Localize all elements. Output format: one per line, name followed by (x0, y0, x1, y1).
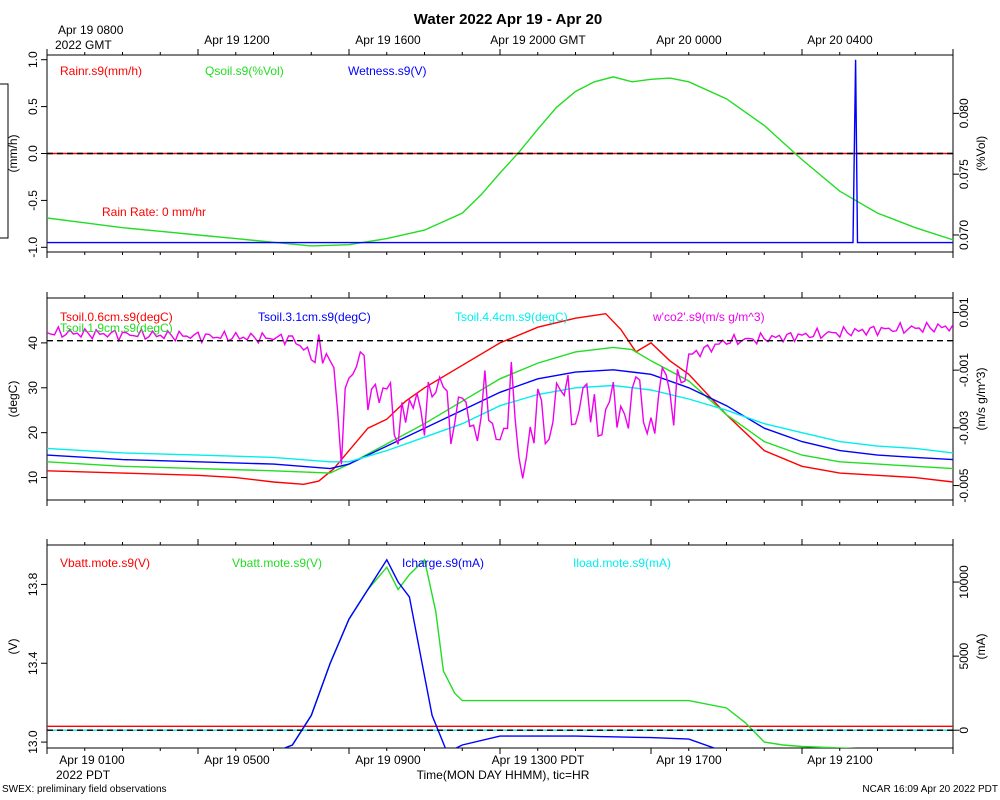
top-time-label: Apr 19 1200 (204, 33, 270, 47)
footer-left-note: SWEX: preliminary field observations (2, 784, 167, 795)
left-axis-label: (mm/h) (6, 135, 20, 173)
left-tick-label: 13.8 (26, 572, 40, 596)
top-time-label: Apr 20 0000 (656, 33, 722, 47)
right-tick-label: 10000 (957, 565, 971, 599)
right-tick-label: -0.005 (957, 468, 971, 502)
right-axis-label: (m/s g/m^3) (974, 368, 988, 431)
bottom-time-label: Apr 19 0900 (355, 753, 421, 767)
footer-right-note: NCAR 16:09 Apr 20 2022 PDT (862, 784, 998, 795)
top-origin-line1: Apr 19 0800 (58, 23, 124, 37)
left-axis-label: (V) (6, 639, 20, 655)
bottom-time-label: Apr 19 1700 (656, 753, 722, 767)
series-legend-label: Tsoil.3.1cm.s9(degC) (258, 310, 371, 324)
left-edge-bracket (0, 83, 9, 239)
top-origin-line2: 2022 GMT (55, 38, 112, 52)
chart-panel-2: 40 30 20 10 (degC) 0.001 -0.001 -0.003 -0.005 (m/… (6, 292, 988, 506)
series-legend-label: Vbatt.mote.s9(V) (60, 556, 150, 570)
right-axis-label: (%Vol) (974, 136, 988, 171)
series-line-red (47, 312, 953, 486)
series-legend-label: Icharge.s9(mA) (402, 556, 484, 570)
left-tick-label: 13.4 (26, 651, 40, 675)
left-tick-label: -0.5 (26, 190, 40, 211)
right-axis-label: (mA) (974, 634, 988, 660)
series-legend-label: Tsoil.0.6cm.s9(degC) (60, 310, 173, 324)
series-line-blue (47, 59, 953, 244)
left-tick-label: 10 (26, 471, 40, 485)
series-legend-label: Tsoil.1.9cm.s9(degC) (60, 321, 173, 335)
plot-frame (46, 544, 954, 749)
left-tick-label: 0.5 (26, 98, 40, 115)
x-axis-label: Time(MON DAY HHMM), tic=HR (417, 768, 590, 782)
series-line-cyan (47, 384, 953, 463)
top-time-label: Apr 20 0400 (807, 33, 873, 47)
left-tick-label: 1.0 (26, 51, 40, 68)
right-tick-label: -0.001 (957, 353, 971, 387)
series-line-green (47, 76, 953, 247)
series-legend-label: Tsoil.4.4cm.s9(degC) (455, 310, 568, 324)
right-tick-label: -0.003 (957, 411, 971, 445)
rain-rate-annotation: Rain Rate: 0 mm/hr (102, 205, 206, 219)
left-tick-label: 20 (26, 426, 40, 440)
series-line-green (282, 558, 858, 748)
bottom-time-label: Apr 19 0100 (59, 753, 125, 767)
chart-title: Water 2022 Apr 19 - Apr 20 (414, 11, 602, 28)
right-tick-label: 0 (957, 727, 971, 734)
left-tick-label: 13.0 (26, 730, 40, 754)
series-group (47, 558, 953, 748)
top-time-label: Apr 19 1600 (355, 33, 421, 47)
series-legend-label: Vbatt.mote.s9(V) (232, 556, 322, 570)
bottom-time-label: Apr 19 0500 (204, 753, 270, 767)
series-legend-label: Qsoil.s9(%Vol) (205, 64, 284, 78)
bottom-time-label: Apr 19 1300 PDT (492, 753, 585, 767)
bottom-origin-line2: 2022 PDT (56, 768, 111, 782)
top-time-axis: Apr 19 1200 Apr 19 1600 Apr 19 2000 GMT Apr… (204, 33, 873, 47)
right-tick-label: 0.001 (957, 297, 971, 327)
bottom-time-label: Apr 19 2100 (807, 753, 873, 767)
right-tick-label: 0.075 (957, 159, 971, 189)
chart-panel-3: 13.8 13.4 13.0 (V) 10000 5000 0 (mA) Vbatt.mote.… (6, 539, 988, 754)
right-tick-label: 0.080 (957, 98, 971, 128)
bottom-time-axis: Apr 19 0100 Apr 19 0500 Apr 19 0900 Apr 19 … (59, 753, 873, 767)
chart-panel-1: 1.0 0.5 0.0 -0.5 -1.0 (mm/h) 0.080 0.075 0.070 (%… (6, 49, 988, 258)
left-axis-label: (degC) (6, 381, 20, 418)
left-tick-label: 40 (26, 336, 40, 350)
series-line-blue (282, 558, 717, 748)
right-tick-label: 5000 (957, 642, 971, 669)
series-legend-label: Wetness.s9(V) (348, 64, 426, 78)
series-legend-label: Iload.mote.s9(mA) (573, 556, 671, 570)
left-tick-label: 0.0 (26, 145, 40, 162)
series-legend-label: w'co2'.s9(m/s g/m^3) (652, 310, 765, 324)
series-line-blue (47, 369, 953, 470)
right-tick-label: 0.070 (957, 220, 971, 250)
left-tick-label: 30 (26, 381, 40, 395)
left-tick-label: -1.0 (26, 237, 40, 258)
top-time-label: Apr 19 2000 GMT (490, 33, 586, 47)
series-line-green (47, 346, 953, 474)
series-group (47, 312, 953, 486)
series-legend-label: Rainr.s9(mm/h) (60, 64, 142, 78)
series-line-magenta (47, 320, 953, 479)
